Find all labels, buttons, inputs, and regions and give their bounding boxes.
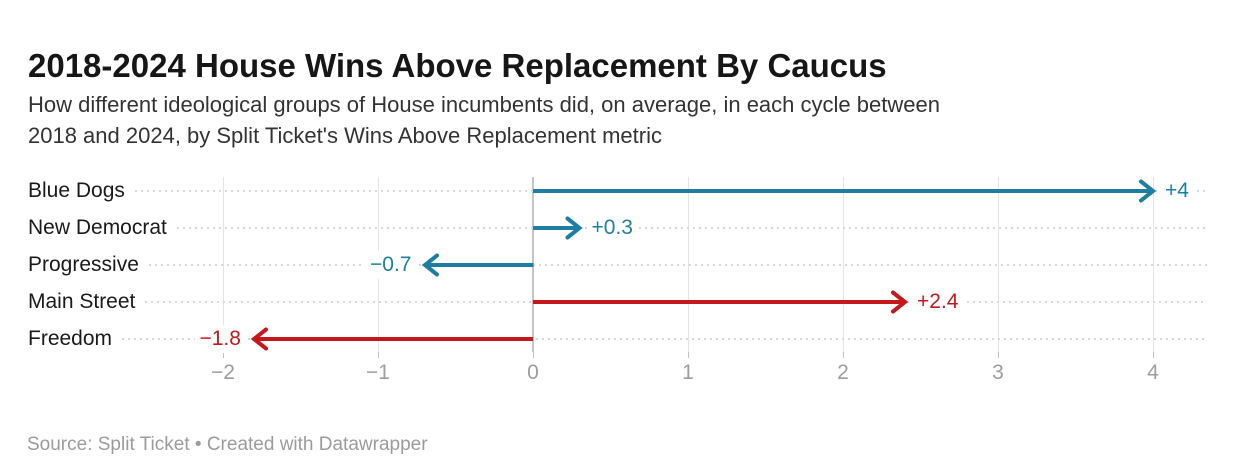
arrow [533, 216, 583, 240]
category-label: Freedom [28, 326, 113, 352]
chart-subtitle-line-2: 2018 and 2024, by Split Ticket's Wins Ab… [28, 123, 662, 148]
axis-tick [688, 352, 689, 358]
axis-tick [1153, 352, 1154, 358]
value-label: +0.3 [586, 214, 638, 242]
category-label: New Democrat [28, 215, 167, 241]
axis-tick-label: −2 [211, 361, 235, 384]
value-label: +2.4 [912, 288, 964, 316]
axis-tick [843, 352, 844, 358]
value-label: −0.7 [365, 251, 417, 279]
axis-tick-label: 2 [837, 361, 849, 384]
leader-dots [122, 338, 1207, 340]
source-attribution: Source: Split Ticket • Created with Data… [27, 434, 428, 455]
value-label: −1.8 [194, 325, 246, 353]
arrow [250, 327, 533, 351]
chart-row: Freedom [28, 321, 1207, 357]
chart-title: 2018-2024 House Wins Above Replacement B… [28, 47, 887, 85]
chart-row: Progressive [28, 247, 1207, 283]
category-label: Main Street [28, 289, 136, 315]
axis-tick-label: 1 [682, 361, 694, 384]
arrow [533, 290, 909, 314]
leader-dots [148, 264, 1207, 266]
axis-tick [998, 352, 999, 358]
chart-subtitle-line-1: How different ideological groups of Hous… [28, 92, 940, 117]
axis-tick-label: 3 [992, 361, 1004, 384]
axis-tick-label: −1 [366, 361, 390, 384]
chart-subtitle: How different ideological groups of Hous… [28, 89, 1212, 151]
leader-dots [176, 227, 1207, 229]
category-label: Blue Dogs [28, 178, 125, 204]
arrow [421, 253, 533, 277]
axis-tick-label: 0 [527, 361, 539, 384]
category-label: Progressive [28, 252, 139, 278]
value-label: +4 [1160, 177, 1194, 205]
axis-tick [378, 352, 379, 358]
axis-tick [533, 352, 534, 358]
axis-tick-label: 4 [1147, 361, 1159, 384]
axis-tick [223, 352, 224, 358]
arrow [533, 179, 1157, 203]
chart-row: New Democrat [28, 210, 1207, 246]
